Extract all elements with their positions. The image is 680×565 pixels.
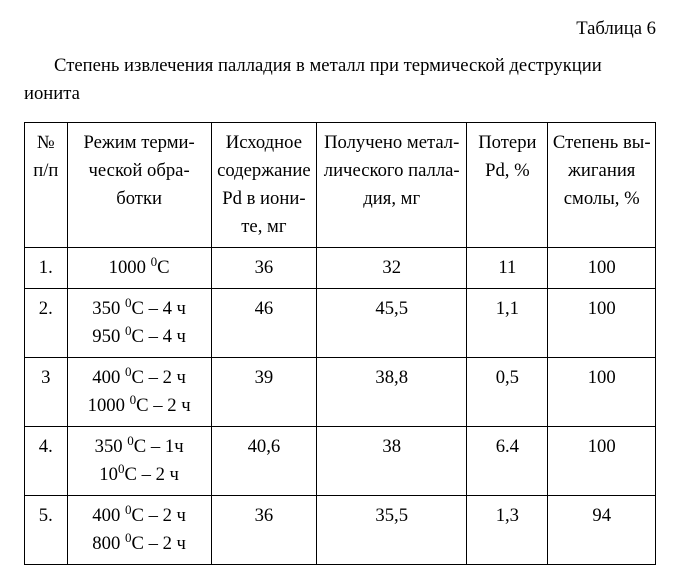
cell-src: 36: [211, 248, 317, 289]
table-number-label: Таблица 6: [24, 18, 656, 40]
cell-num: 2.: [25, 289, 68, 358]
cell-src: 39: [211, 358, 317, 427]
cell-loss: 1,3: [467, 496, 548, 565]
cell-mode: 350 0С – 4 ч950 0С – 4 ч: [67, 289, 211, 358]
table-row: 3400 0С – 2 ч1000 0С – 2 ч3938,80,5100: [25, 358, 656, 427]
table-row: 2.350 0С – 4 ч950 0С – 4 ч4645,51,1100: [25, 289, 656, 358]
col-header-mode: Режим терми­ческой обра­ботки: [67, 123, 211, 248]
cell-got: 32: [317, 248, 467, 289]
cell-loss: 6.4: [467, 427, 548, 496]
col-header-loss: Потери Pd, %: [467, 123, 548, 248]
cell-burn: 100: [548, 427, 656, 496]
col-header-got: Получено метал­лического палла­дия, мг: [317, 123, 467, 248]
cell-got: 38: [317, 427, 467, 496]
table-row: 5.400 0С – 2 ч800 0С – 2 ч3635,51,394: [25, 496, 656, 565]
cell-num: 4.: [25, 427, 68, 496]
cell-got: 38,8: [317, 358, 467, 427]
cell-burn: 100: [548, 358, 656, 427]
cell-num: 3: [25, 358, 68, 427]
caption-line-2: ионита: [24, 80, 656, 108]
caption-line-1: Степень извлечения палладия в металл при…: [54, 55, 602, 76]
cell-burn: 94: [548, 496, 656, 565]
cell-got: 35,5: [317, 496, 467, 565]
table-header: № п/п Режим терми­ческой обра­ботки Исхо…: [25, 123, 656, 248]
cell-num: 1.: [25, 248, 68, 289]
cell-got: 45,5: [317, 289, 467, 358]
cell-loss: 11: [467, 248, 548, 289]
cell-src: 46: [211, 289, 317, 358]
cell-mode: 1000 0С: [67, 248, 211, 289]
cell-src: 40,6: [211, 427, 317, 496]
cell-loss: 1,1: [467, 289, 548, 358]
col-header-burn: Степень вы­жигания смолы, %: [548, 123, 656, 248]
table-row: 4.350 0С – 1ч100С – 2 ч40,6386.4100: [25, 427, 656, 496]
cell-src: 36: [211, 496, 317, 565]
cell-mode: 400 0С – 2 ч1000 0С – 2 ч: [67, 358, 211, 427]
col-header-src: Исходное содержание Pd в иони­те, мг: [211, 123, 317, 248]
cell-loss: 0,5: [467, 358, 548, 427]
table-caption: Степень извлечения палладия в металл при…: [24, 52, 656, 108]
cell-mode: 350 0С – 1ч100С – 2 ч: [67, 427, 211, 496]
cell-burn: 100: [548, 248, 656, 289]
cell-mode: 400 0С – 2 ч800 0С – 2 ч: [67, 496, 211, 565]
table-body: 1.1000 0С3632111002.350 0С – 4 ч950 0С –…: [25, 248, 656, 565]
cell-num: 5.: [25, 496, 68, 565]
extraction-table: № п/п Режим терми­ческой обра­ботки Исхо…: [24, 122, 656, 565]
col-header-num: № п/п: [25, 123, 68, 248]
cell-burn: 100: [548, 289, 656, 358]
table-row: 1.1000 0С363211100: [25, 248, 656, 289]
